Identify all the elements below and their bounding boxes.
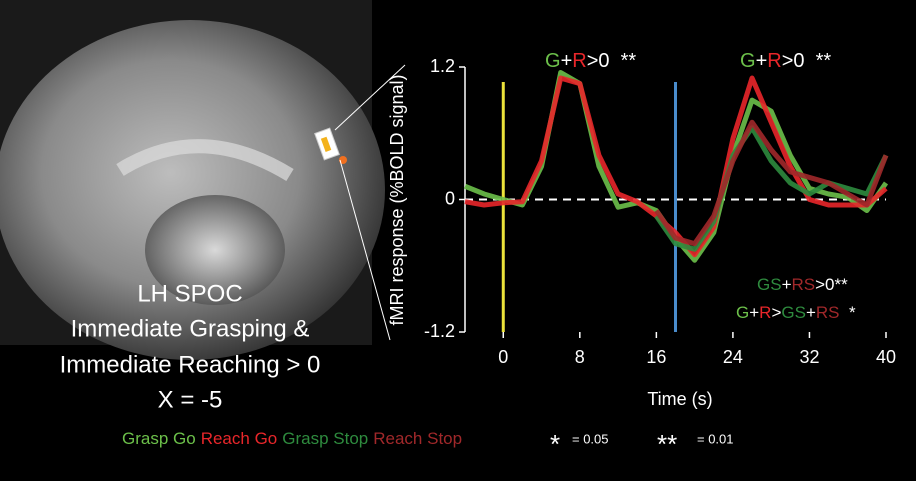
y-axis-label: fMRI response (%BOLD signal) <box>387 74 407 325</box>
annotation: GS+RS>0** <box>757 275 848 294</box>
series-line <box>464 75 888 258</box>
x-tick-label: 24 <box>723 347 743 367</box>
annotation-part: R <box>759 303 771 322</box>
legend-entry: Grasp Go <box>122 429 196 448</box>
annotation-part: RS <box>816 303 840 322</box>
annotation-part: + <box>756 50 768 72</box>
x-tick-label: 0 <box>498 347 508 367</box>
annotation-part: >0 <box>782 50 805 72</box>
annotation-part: ** <box>835 275 849 294</box>
brain-image <box>0 0 406 360</box>
annotation-part: RS <box>792 275 816 294</box>
legend: Grasp Go Reach Go Grasp Stop Reach Stop <box>122 429 462 448</box>
x-axis-label: Time (s) <box>647 389 712 409</box>
caption-line: LH SPOC <box>137 280 242 307</box>
y-tick-label: 1.2 <box>430 56 455 76</box>
caption-line: Immediate Grasping & <box>71 315 310 342</box>
annotation-part: + <box>561 50 573 72</box>
series-line <box>654 119 889 247</box>
annotation-part: GS <box>757 275 782 294</box>
legend-entry: Reach Go <box>201 429 278 448</box>
y-tick-label: -1.2 <box>424 321 455 341</box>
significance-label: = 0.01 <box>697 431 734 446</box>
caption-line: Immediate Reaching > 0 <box>60 351 321 378</box>
annotation-part: G <box>545 50 561 72</box>
annotation-part: + <box>806 303 816 322</box>
annotation-part: ** <box>610 50 637 72</box>
significance-label: = 0.05 <box>572 431 609 446</box>
annotation: G+R>GS+RS * <box>736 303 856 322</box>
x-tick-label: 16 <box>646 347 666 367</box>
annotation-part: >0 <box>587 50 610 72</box>
annotation-part: G <box>736 303 749 322</box>
annotation-part: G <box>740 50 756 72</box>
legend-entry: Grasp Stop <box>282 429 368 448</box>
y-tick-label: 0 <box>445 188 455 208</box>
annotation-part: R <box>767 50 781 72</box>
annotation: G+R>0 ** <box>740 50 831 72</box>
x-tick-label: 8 <box>575 347 585 367</box>
caption-line: X = -5 <box>158 386 223 413</box>
significance-symbol: * <box>550 429 560 459</box>
annotation-part: * <box>840 303 856 322</box>
series-line <box>654 125 889 252</box>
x-tick-label: 32 <box>799 347 819 367</box>
legend-entry: Reach Stop <box>373 429 462 448</box>
annotation-part: ** <box>805 50 832 72</box>
annotation-part: GS <box>781 303 806 322</box>
annotation-part: R <box>572 50 586 72</box>
x-tick-label: 40 <box>876 347 896 367</box>
significance-symbol: ** <box>657 429 677 459</box>
annotation-part: + <box>782 275 792 294</box>
annotation-part: > <box>771 303 781 322</box>
annotation: G+R>0 ** <box>545 50 636 72</box>
annotation-part: + <box>749 303 759 322</box>
annotation-part: >0 <box>815 275 834 294</box>
